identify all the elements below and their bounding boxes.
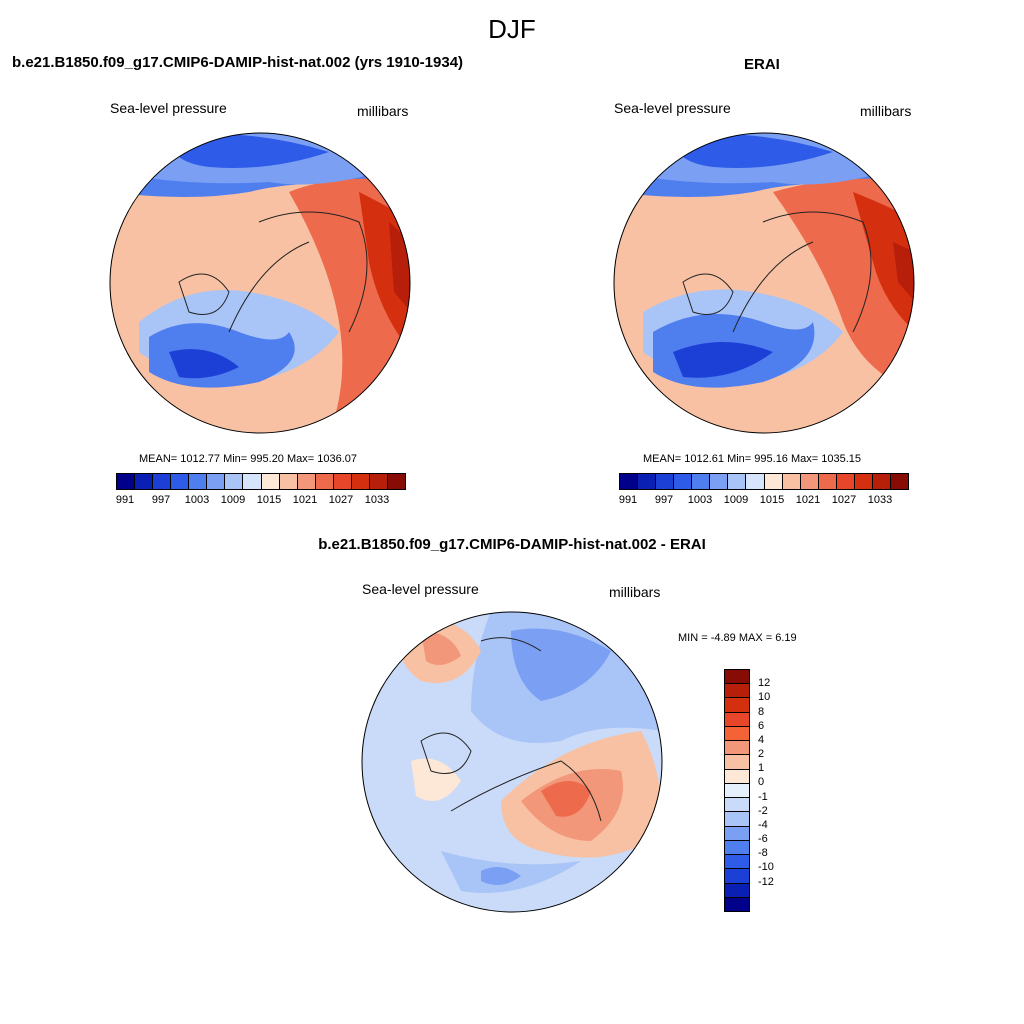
colorbar-swatch [725, 755, 749, 770]
colorbar-tick-label: 1015 [759, 494, 785, 506]
colorbar-tick-label: -12 [758, 875, 774, 888]
colorbar-swatch [315, 474, 334, 489]
colorbar-swatch [725, 726, 749, 742]
colorbar-tick-label: -2 [758, 804, 768, 817]
colorbar-swatch [725, 684, 749, 699]
panel3-stats: MIN = -4.89 MAX = 6.19 [678, 632, 797, 644]
colorbar-tick-label: 1003 [184, 494, 210, 506]
colorbar-swatch [243, 474, 262, 489]
colorbar-tick-label: 1003 [687, 494, 713, 506]
colorbar-swatch [725, 897, 749, 911]
colorbar-swatch [800, 474, 819, 489]
panel1-colorbar [116, 473, 406, 490]
panel2-variable-label: Sea-level pressure [614, 100, 731, 116]
colorbar-swatch [836, 474, 855, 489]
colorbar-swatch [225, 474, 244, 489]
colorbar-tick-label: 8 [758, 705, 765, 718]
colorbar-tick-label: -1 [758, 790, 768, 803]
colorbar-swatch [171, 474, 190, 489]
panel2-colorbar [619, 473, 909, 490]
colorbar-tick-label: 4 [758, 733, 765, 746]
colorbar-swatch [638, 474, 657, 489]
colorbar-swatch [725, 840, 749, 856]
colorbar-tick-label: 1009 [723, 494, 749, 506]
colorbar-tick-label: 1 [758, 762, 765, 775]
colorbar-tick-label: 1015 [256, 494, 282, 506]
colorbar-tick-label: 997 [151, 494, 171, 506]
colorbar-tick-label: 1027 [831, 494, 857, 506]
colorbar-tick-label: 1021 [292, 494, 318, 506]
colorbar-swatch [725, 741, 749, 756]
colorbar-tick-label: 1027 [328, 494, 354, 506]
panel1-variable-label: Sea-level pressure [110, 100, 227, 116]
figure-title: DJF [488, 14, 536, 44]
colorbar-swatch [351, 474, 370, 489]
colorbar-swatch [728, 474, 747, 489]
colorbar-tick-label: 1009 [220, 494, 246, 506]
panel1-units-label: millibars [357, 103, 409, 119]
colorbar-swatch [153, 474, 172, 489]
panel3-units-label: millibars [609, 584, 661, 600]
colorbar-swatch [710, 474, 729, 489]
colorbar-swatch [189, 474, 208, 489]
colorbar-swatch [692, 474, 711, 489]
panel2-stats: MEAN= 1012.61 Min= 995.16 Max= 1035.15 [643, 453, 862, 465]
colorbar-swatch [279, 474, 298, 489]
colorbar-swatch [764, 474, 783, 489]
colorbar-tick-label: 991 [618, 494, 638, 506]
colorbar-swatch [725, 783, 749, 799]
colorbar-tick-label: 991 [115, 494, 135, 506]
colorbar-swatch [725, 883, 749, 898]
colorbar-tick-label: -10 [758, 861, 774, 874]
panel3-variable-label: Sea-level pressure [362, 581, 479, 597]
panel2-polar-map [613, 132, 915, 434]
colorbar-swatch [674, 474, 693, 489]
colorbar-swatch [854, 474, 873, 489]
colorbar-tick-label: 6 [758, 719, 765, 732]
colorbar-swatch [818, 474, 837, 489]
panel1-stats: MEAN= 1012.77 Min= 995.20 Max= 1036.07 [139, 453, 358, 465]
panel1-title: b.e21.B1850.f09_g17.CMIP6-DAMIP-hist-nat… [12, 54, 464, 71]
colorbar-swatch [872, 474, 891, 489]
colorbar-tick-label: 1021 [795, 494, 821, 506]
colorbar-tick-label: -8 [758, 847, 768, 860]
colorbar-swatch [725, 698, 749, 713]
colorbar-swatch [725, 855, 749, 870]
colorbar-swatch [117, 474, 136, 489]
colorbar-swatch [656, 474, 675, 489]
colorbar-swatch [725, 869, 749, 884]
colorbar-tick-label: 2 [758, 748, 765, 761]
colorbar-swatch [620, 474, 639, 489]
colorbar-tick-label: -4 [758, 818, 768, 831]
panel3-polar-map [361, 611, 663, 913]
colorbar-tick-label: 12 [758, 677, 771, 690]
colorbar-swatch [725, 812, 749, 827]
colorbar-swatch [333, 474, 352, 489]
colorbar-tick-label: 997 [654, 494, 674, 506]
panel3-title: b.e21.B1850.f09_g17.CMIP6-DAMIP-hist-nat… [318, 536, 706, 553]
colorbar-swatch [725, 798, 749, 813]
colorbar-swatch [725, 712, 749, 727]
colorbar-swatch [746, 474, 765, 489]
colorbar-swatch [135, 474, 154, 489]
colorbar-swatch [725, 826, 749, 841]
colorbar-swatch [782, 474, 801, 489]
colorbar-swatch [369, 474, 388, 489]
colorbar-swatch [890, 474, 908, 489]
colorbar-swatch [725, 769, 749, 784]
colorbar-tick-label: 10 [758, 691, 771, 704]
colorbar-swatch [261, 474, 280, 489]
colorbar-tick-label: 0 [758, 776, 765, 789]
colorbar-tick-label: 1033 [364, 494, 390, 506]
panel2-title: ERAI [744, 56, 780, 73]
colorbar-swatch [725, 670, 749, 685]
panel1-polar-map [109, 132, 411, 434]
colorbar-swatch [387, 474, 405, 489]
colorbar-swatch [207, 474, 226, 489]
colorbar-tick-label: 1033 [867, 494, 893, 506]
panel2-units-label: millibars [860, 103, 912, 119]
colorbar-swatch [297, 474, 316, 489]
panel3-colorbar [724, 669, 750, 912]
colorbar-tick-label: -6 [758, 833, 768, 846]
